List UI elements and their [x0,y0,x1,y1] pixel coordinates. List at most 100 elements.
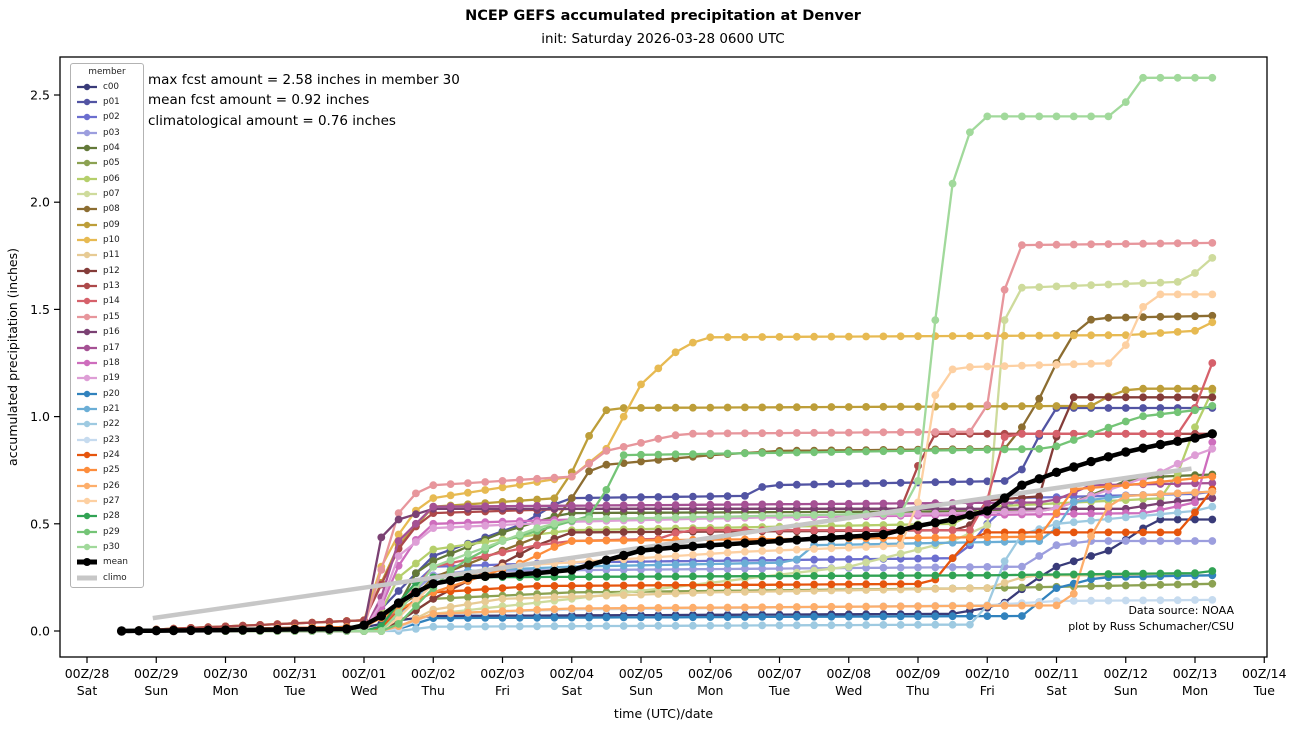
marker-p09 [1208,384,1217,393]
legend-label-p27: p27 [103,495,120,506]
legend-label-p28: p28 [103,511,120,522]
x-axis-label: time (UTC)/date [614,706,713,721]
marker-p14 [533,541,541,550]
marker-p20 [827,612,836,621]
legend-item-p04: p04 [71,140,143,155]
marker-p17 [394,537,403,545]
marker-p03 [966,563,974,571]
marker-p29 [1087,429,1095,438]
marker-p04 [429,557,438,565]
marker-p27 [706,549,715,558]
marker-p22 [1208,502,1217,511]
marker-p29 [931,446,940,455]
marker-p22 [741,621,749,630]
x-tick-weekday: Thu [905,683,929,698]
marker-p28 [1069,570,1078,579]
marker-p12 [567,528,576,537]
marker-p20 [567,613,576,622]
marker-mean [376,611,386,621]
marker-p24 [619,581,628,590]
marker-p22 [689,621,697,630]
marker-p03 [914,563,922,572]
marker-p22 [827,621,836,630]
marker-p29 [792,448,801,457]
marker-p27 [1018,361,1026,370]
legend-swatch-climo [77,575,97,581]
marker-p24 [706,581,715,589]
marker-p27 [741,547,749,556]
marker-p22 [896,621,905,629]
marker-p22 [671,621,680,630]
marker-p30 [637,514,645,523]
marker-mean [497,570,508,580]
marker-p10 [914,332,922,341]
marker-p04 [446,549,455,558]
marker-mean [965,510,975,520]
x-tick-label: 00Z/30 [203,666,248,681]
marker-p09 [1156,384,1165,393]
marker-p15 [464,479,472,487]
marker-p01 [983,477,992,486]
marker-p15 [515,475,524,484]
marker-p26 [481,607,490,616]
marker-p09 [550,494,559,503]
marker-c00 [1104,546,1113,555]
marker-p29 [741,449,749,458]
marker-p12 [429,594,438,603]
marker-p27 [1121,341,1130,349]
marker-p09 [948,402,957,411]
marker-p17 [1052,495,1061,504]
x-tick-weekday: Thu [421,683,445,698]
marker-p26 [567,604,576,613]
legend-item-p12: p12 [71,263,143,278]
marker-p22 [948,620,957,629]
marker-p30 [464,549,472,558]
marker-p28 [706,572,715,581]
marker-p15 [1208,239,1217,247]
marker-p22 [464,622,472,631]
marker-p22 [481,622,490,631]
marker-p09 [896,402,905,411]
marker-p18 [1069,510,1078,518]
legend-item-p29: p29 [71,524,143,539]
marker-p15 [533,474,541,483]
marker-p01 [827,480,836,488]
legend-label-p26: p26 [103,480,120,491]
marker-p22 [723,621,732,630]
marker-p22 [637,622,645,630]
legend-item-p09: p09 [71,217,143,232]
marker-p26 [1156,490,1165,499]
x-tick-label: 00Z/08 [826,666,871,681]
legend-item-p16: p16 [71,325,143,340]
marker-p03 [1018,562,1026,571]
marker-p09 [602,406,611,415]
marker-p05 [446,594,455,602]
marker-p11 [689,589,697,597]
marker-p03 [775,564,784,573]
marker-p21 [931,539,940,547]
marker-p22 [1173,508,1182,517]
marker-p14 [481,552,490,560]
legend-swatch-p22 [77,421,97,428]
marker-p21 [654,561,663,569]
legend-item-p22: p22 [71,417,143,432]
marker-p12 [619,528,628,536]
marker-mean [1190,433,1200,443]
marker-p22 [1139,511,1147,520]
marker-p29 [948,446,957,455]
legend-item-p19: p19 [71,371,143,386]
legend-item-c00: c00 [71,79,143,94]
marker-mean [463,572,473,583]
marker-p08 [1173,312,1182,321]
marker-p12 [1069,393,1078,402]
marker-p01 [741,492,749,500]
marker-p26 [1000,601,1009,610]
marker-c00 [1191,515,1199,524]
marker-p22 [602,622,611,630]
marker-p19 [948,509,957,517]
marker-mean [1051,467,1062,477]
marker-p25 [1000,533,1009,541]
marker-mean [342,624,352,634]
marker-p22 [498,622,507,631]
marker-p27 [723,548,732,557]
